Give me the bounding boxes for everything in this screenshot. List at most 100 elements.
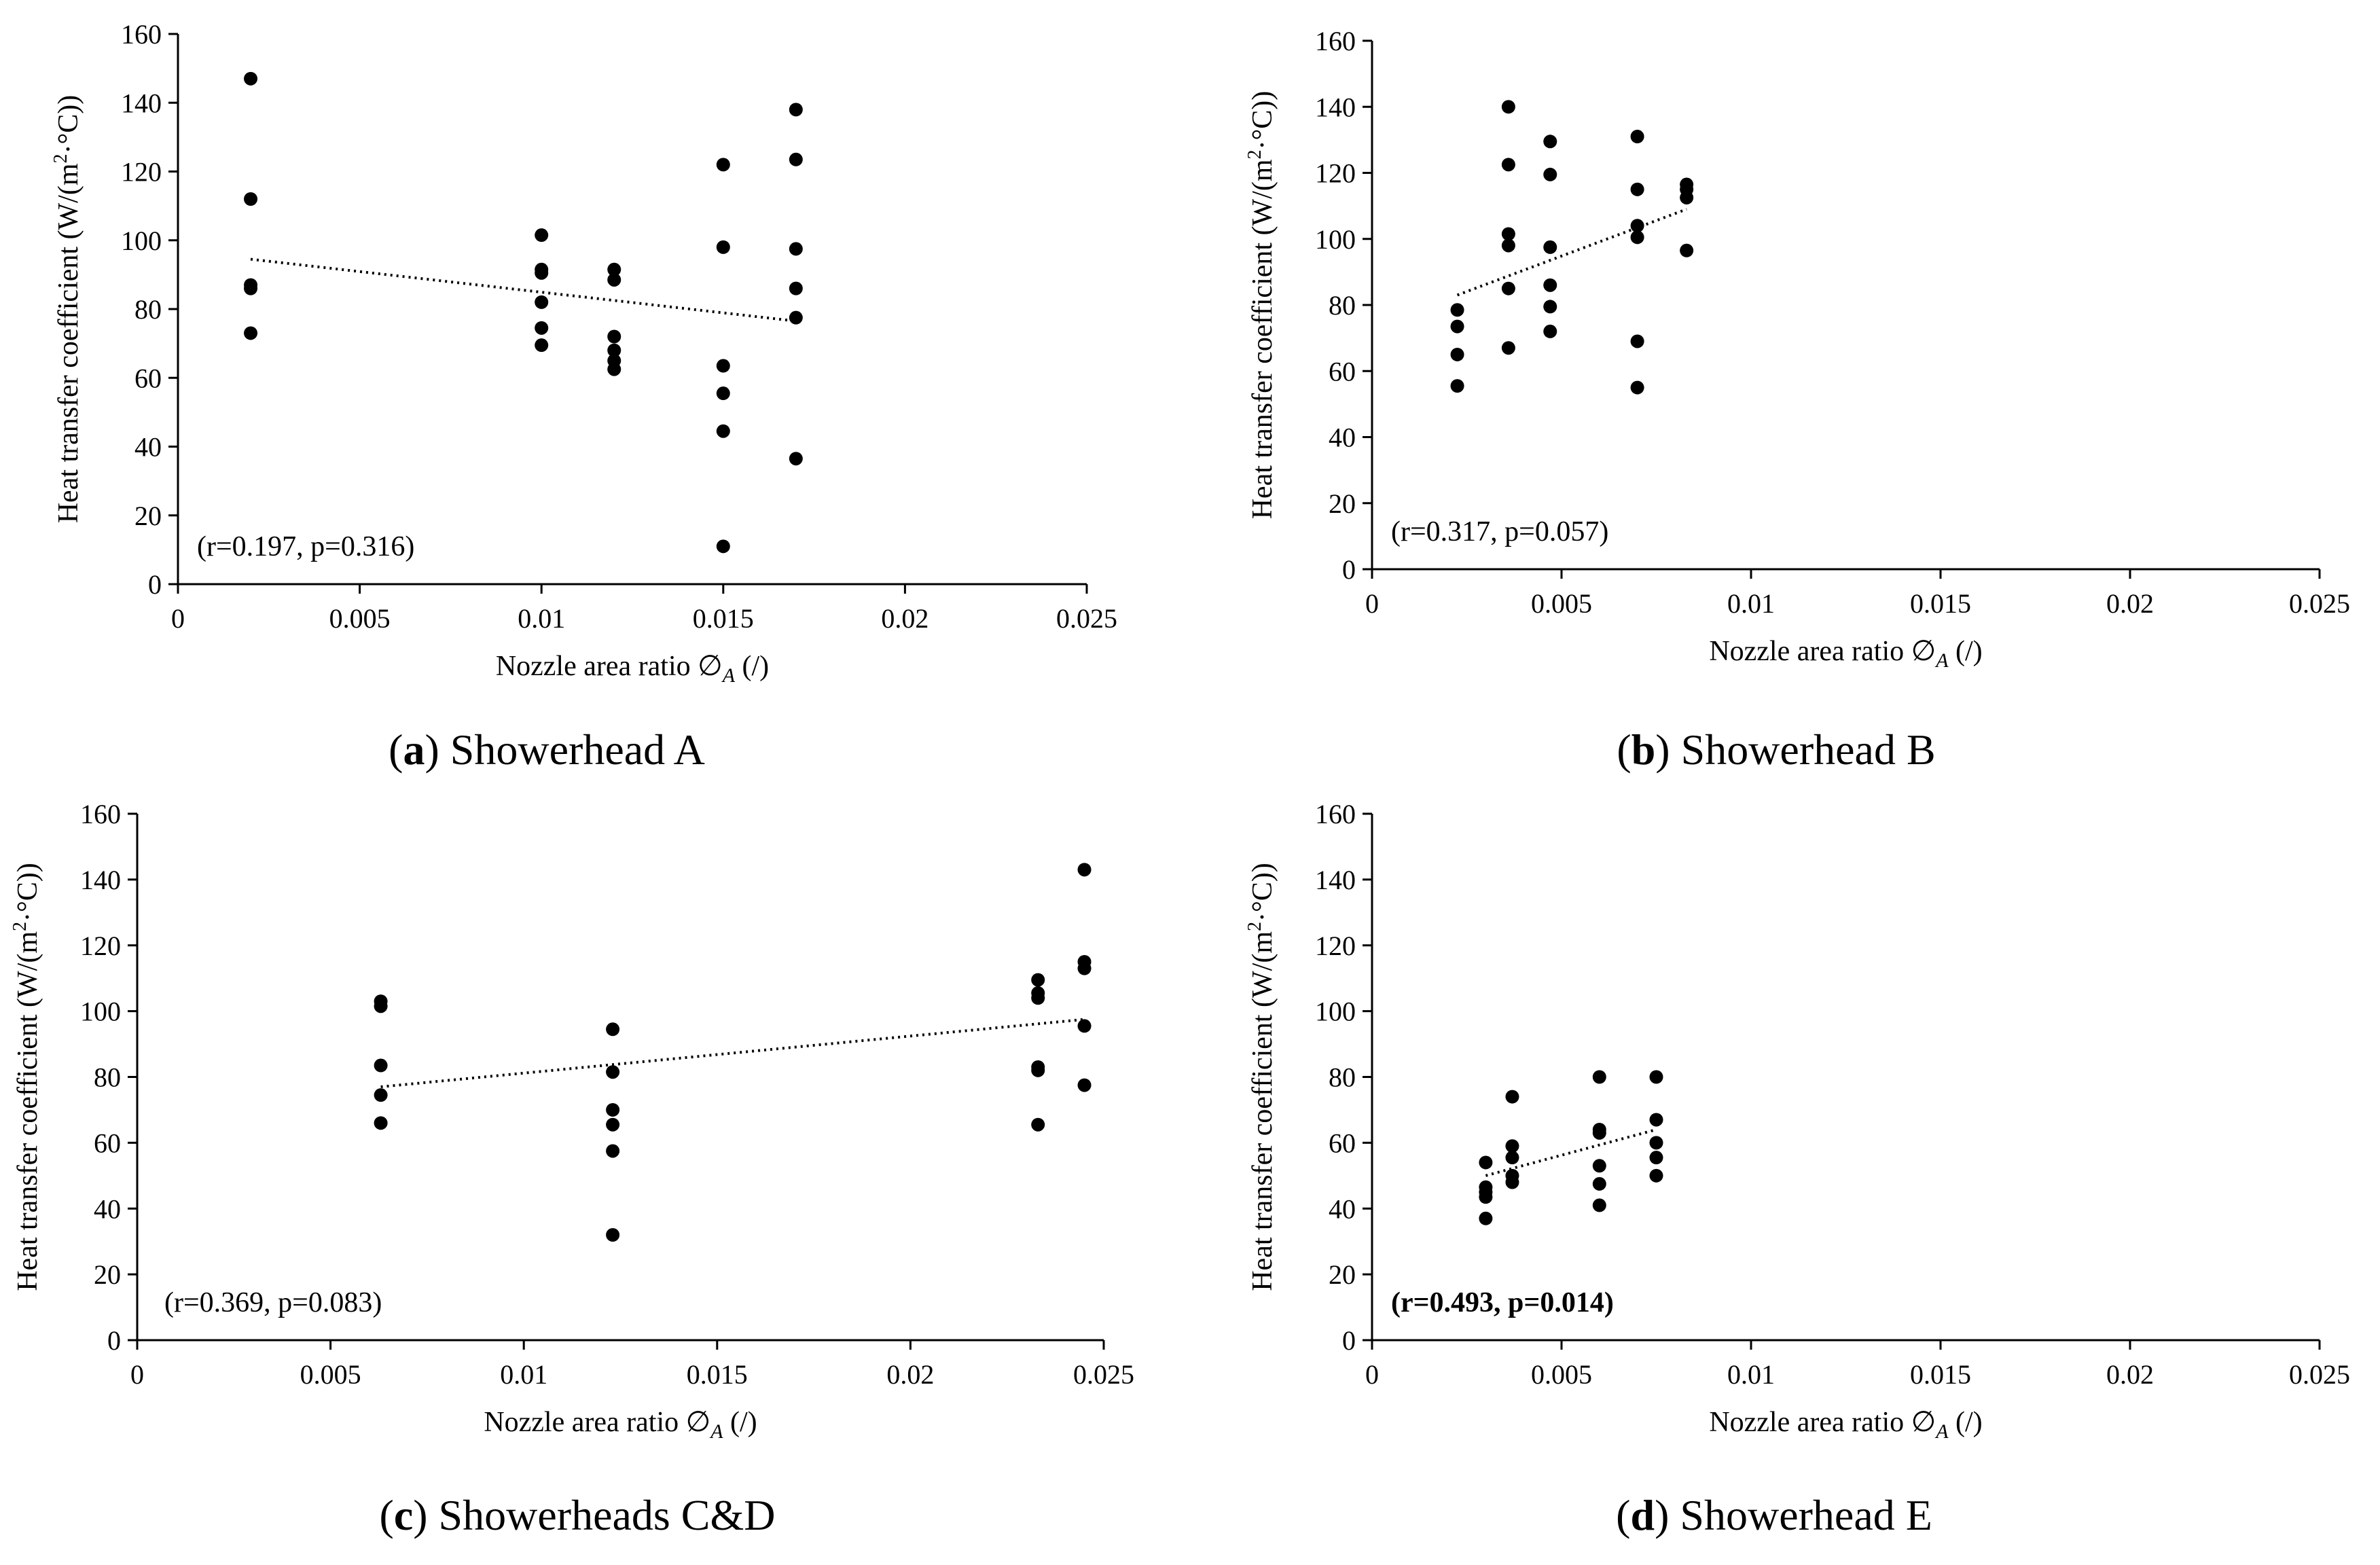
x-tick-label: 0.01: [500, 1359, 547, 1390]
data-point: [1630, 380, 1644, 395]
y-tick-label: 0: [148, 569, 162, 600]
y-tick-label: 140: [121, 88, 162, 118]
caption-open-paren: (: [389, 725, 403, 774]
panel-caption: (a) Showerhead A: [389, 725, 705, 774]
data-point: [1592, 1126, 1606, 1140]
panel-caption: (c) Showerheads C&D: [380, 1491, 776, 1539]
x-axis-title-unit: (/): [1949, 636, 1983, 667]
data-point: [1630, 230, 1644, 245]
y-axis-title: Heat transfer coefficient (W/(m2·°C)): [1244, 91, 1278, 520]
y-axis-title-unit: °C)): [1247, 91, 1278, 141]
caption-close-paren: ): [1655, 1491, 1669, 1539]
data-point: [1501, 100, 1515, 114]
y-tick-label: 40: [134, 432, 162, 463]
x-tick-label: 0: [171, 603, 185, 634]
x-tick-label: 0.015: [1910, 588, 1971, 619]
data-point: [606, 1102, 620, 1117]
data-point: [1505, 1175, 1519, 1189]
data-point: [789, 310, 803, 325]
y-tick-label: 160: [1315, 26, 1356, 56]
caption-letter: c: [394, 1491, 413, 1539]
data-point: [1680, 243, 1694, 257]
correlation-annotation: (r=0.369, p=0.083): [164, 1287, 382, 1318]
data-point: [1592, 1159, 1606, 1173]
data-point: [535, 295, 549, 309]
panel-b: 0 20 40 60 80 100 120 140 160 0 0.005 0.01 0.015 0.02…: [1244, 26, 2350, 774]
data-point: [1479, 1155, 1493, 1170]
x-tick-label: 0.005: [329, 603, 391, 634]
x-tick-label: 0: [1365, 1359, 1379, 1390]
x-tick-label: 0.02: [881, 603, 928, 634]
caption-letter: a: [403, 725, 425, 774]
y-axis-title-unit: °C)): [53, 95, 84, 145]
y-axis-title-main: Heat transfer coefficient (W/(m: [53, 163, 84, 523]
data-point: [535, 266, 549, 280]
y-axis-title-main: Heat transfer coefficient (W/(m: [1247, 159, 1278, 519]
y-tick-label: 140: [1315, 865, 1356, 895]
data-point: [535, 321, 549, 335]
x-tick-label: 0.025: [1073, 1359, 1134, 1390]
y-tick-label: 20: [94, 1259, 121, 1290]
caption-letter: d: [1630, 1491, 1655, 1539]
x-tick-label: 0.02: [2106, 1359, 2154, 1390]
x-tick-label: 0.025: [2289, 588, 2350, 619]
data-point: [716, 359, 730, 373]
y-tick-label: 0: [107, 1325, 121, 1356]
y-tick-label: 40: [1329, 422, 1356, 453]
x-tick-label: 0.005: [1531, 588, 1592, 619]
x-tick-label: 0.005: [300, 1359, 361, 1390]
x-axis-title-main: Nozzle area ratio ∅: [1709, 1407, 1936, 1438]
y-tick-label: 80: [1329, 290, 1356, 321]
y-tick-label: 160: [121, 19, 162, 50]
data-point: [1501, 238, 1515, 253]
x-tick-label: 0: [130, 1359, 144, 1390]
y-tick-label: 100: [1315, 224, 1356, 255]
y-tick-label: 60: [1329, 1128, 1356, 1158]
y-tick-label: 20: [1329, 488, 1356, 519]
data-point: [1630, 334, 1644, 348]
data-point: [244, 71, 258, 86]
data-point: [1450, 347, 1464, 361]
y-axis-title: Heat transfer coefficient (W/(m2·°C)): [1244, 863, 1278, 1291]
data-point: [1077, 863, 1092, 877]
x-tick-label: 0.005: [1531, 1359, 1592, 1390]
data-point: [1543, 278, 1557, 292]
y-tick-label: 20: [1329, 1259, 1356, 1290]
x-tick-label: 0.01: [518, 603, 565, 634]
data-point: [607, 343, 621, 357]
trendline: [1456, 208, 1687, 297]
panel-caption: (d) Showerhead E: [1616, 1491, 1932, 1539]
data-point: [1505, 1139, 1519, 1153]
data-point: [716, 240, 730, 254]
y-tick-label: 20: [134, 501, 162, 531]
x-axis-title: Nozzle area ratio ∅A (/): [1709, 636, 1982, 672]
data-point: [789, 242, 803, 256]
y-tick-label: 80: [94, 1062, 121, 1093]
y-axis-title-sup: 2: [50, 154, 71, 164]
x-tick-label: 0.015: [687, 1359, 748, 1390]
data-point: [1649, 1168, 1663, 1183]
panel-caption: (b) Showerhead B: [1617, 725, 1935, 774]
x-tick-label: 0.025: [2289, 1359, 2350, 1390]
x-axis-title-sub: A: [721, 664, 736, 687]
data-point: [1543, 324, 1557, 338]
data-point: [1450, 319, 1464, 334]
y-tick-label: 60: [1329, 356, 1356, 386]
caption-text: Showerhead A: [439, 725, 705, 774]
x-axis-title: Nozzle area ratio ∅A (/): [1709, 1407, 1982, 1443]
data-point: [1680, 190, 1694, 204]
data-point: [1501, 341, 1515, 355]
y-tick-label: 120: [1315, 931, 1356, 961]
data-point: [606, 1117, 620, 1132]
x-axis-title-main: Nozzle area ratio ∅: [1709, 636, 1936, 667]
x-tick-label: 0.01: [1727, 588, 1775, 619]
panel-c: 0 20 40 60 80 100 120 140 160 0 0.005 0.01 0.015 0.02…: [10, 799, 1134, 1539]
x-axis-title-sub: A: [1934, 649, 1949, 672]
data-point: [1031, 1117, 1045, 1132]
caption-text: Showerhead E: [1669, 1491, 1932, 1539]
data-point: [1543, 167, 1557, 181]
y-axis-title-dot: ·: [1247, 141, 1278, 150]
data-point: [1031, 973, 1045, 987]
x-axis-title-unit: (/): [723, 1407, 757, 1438]
